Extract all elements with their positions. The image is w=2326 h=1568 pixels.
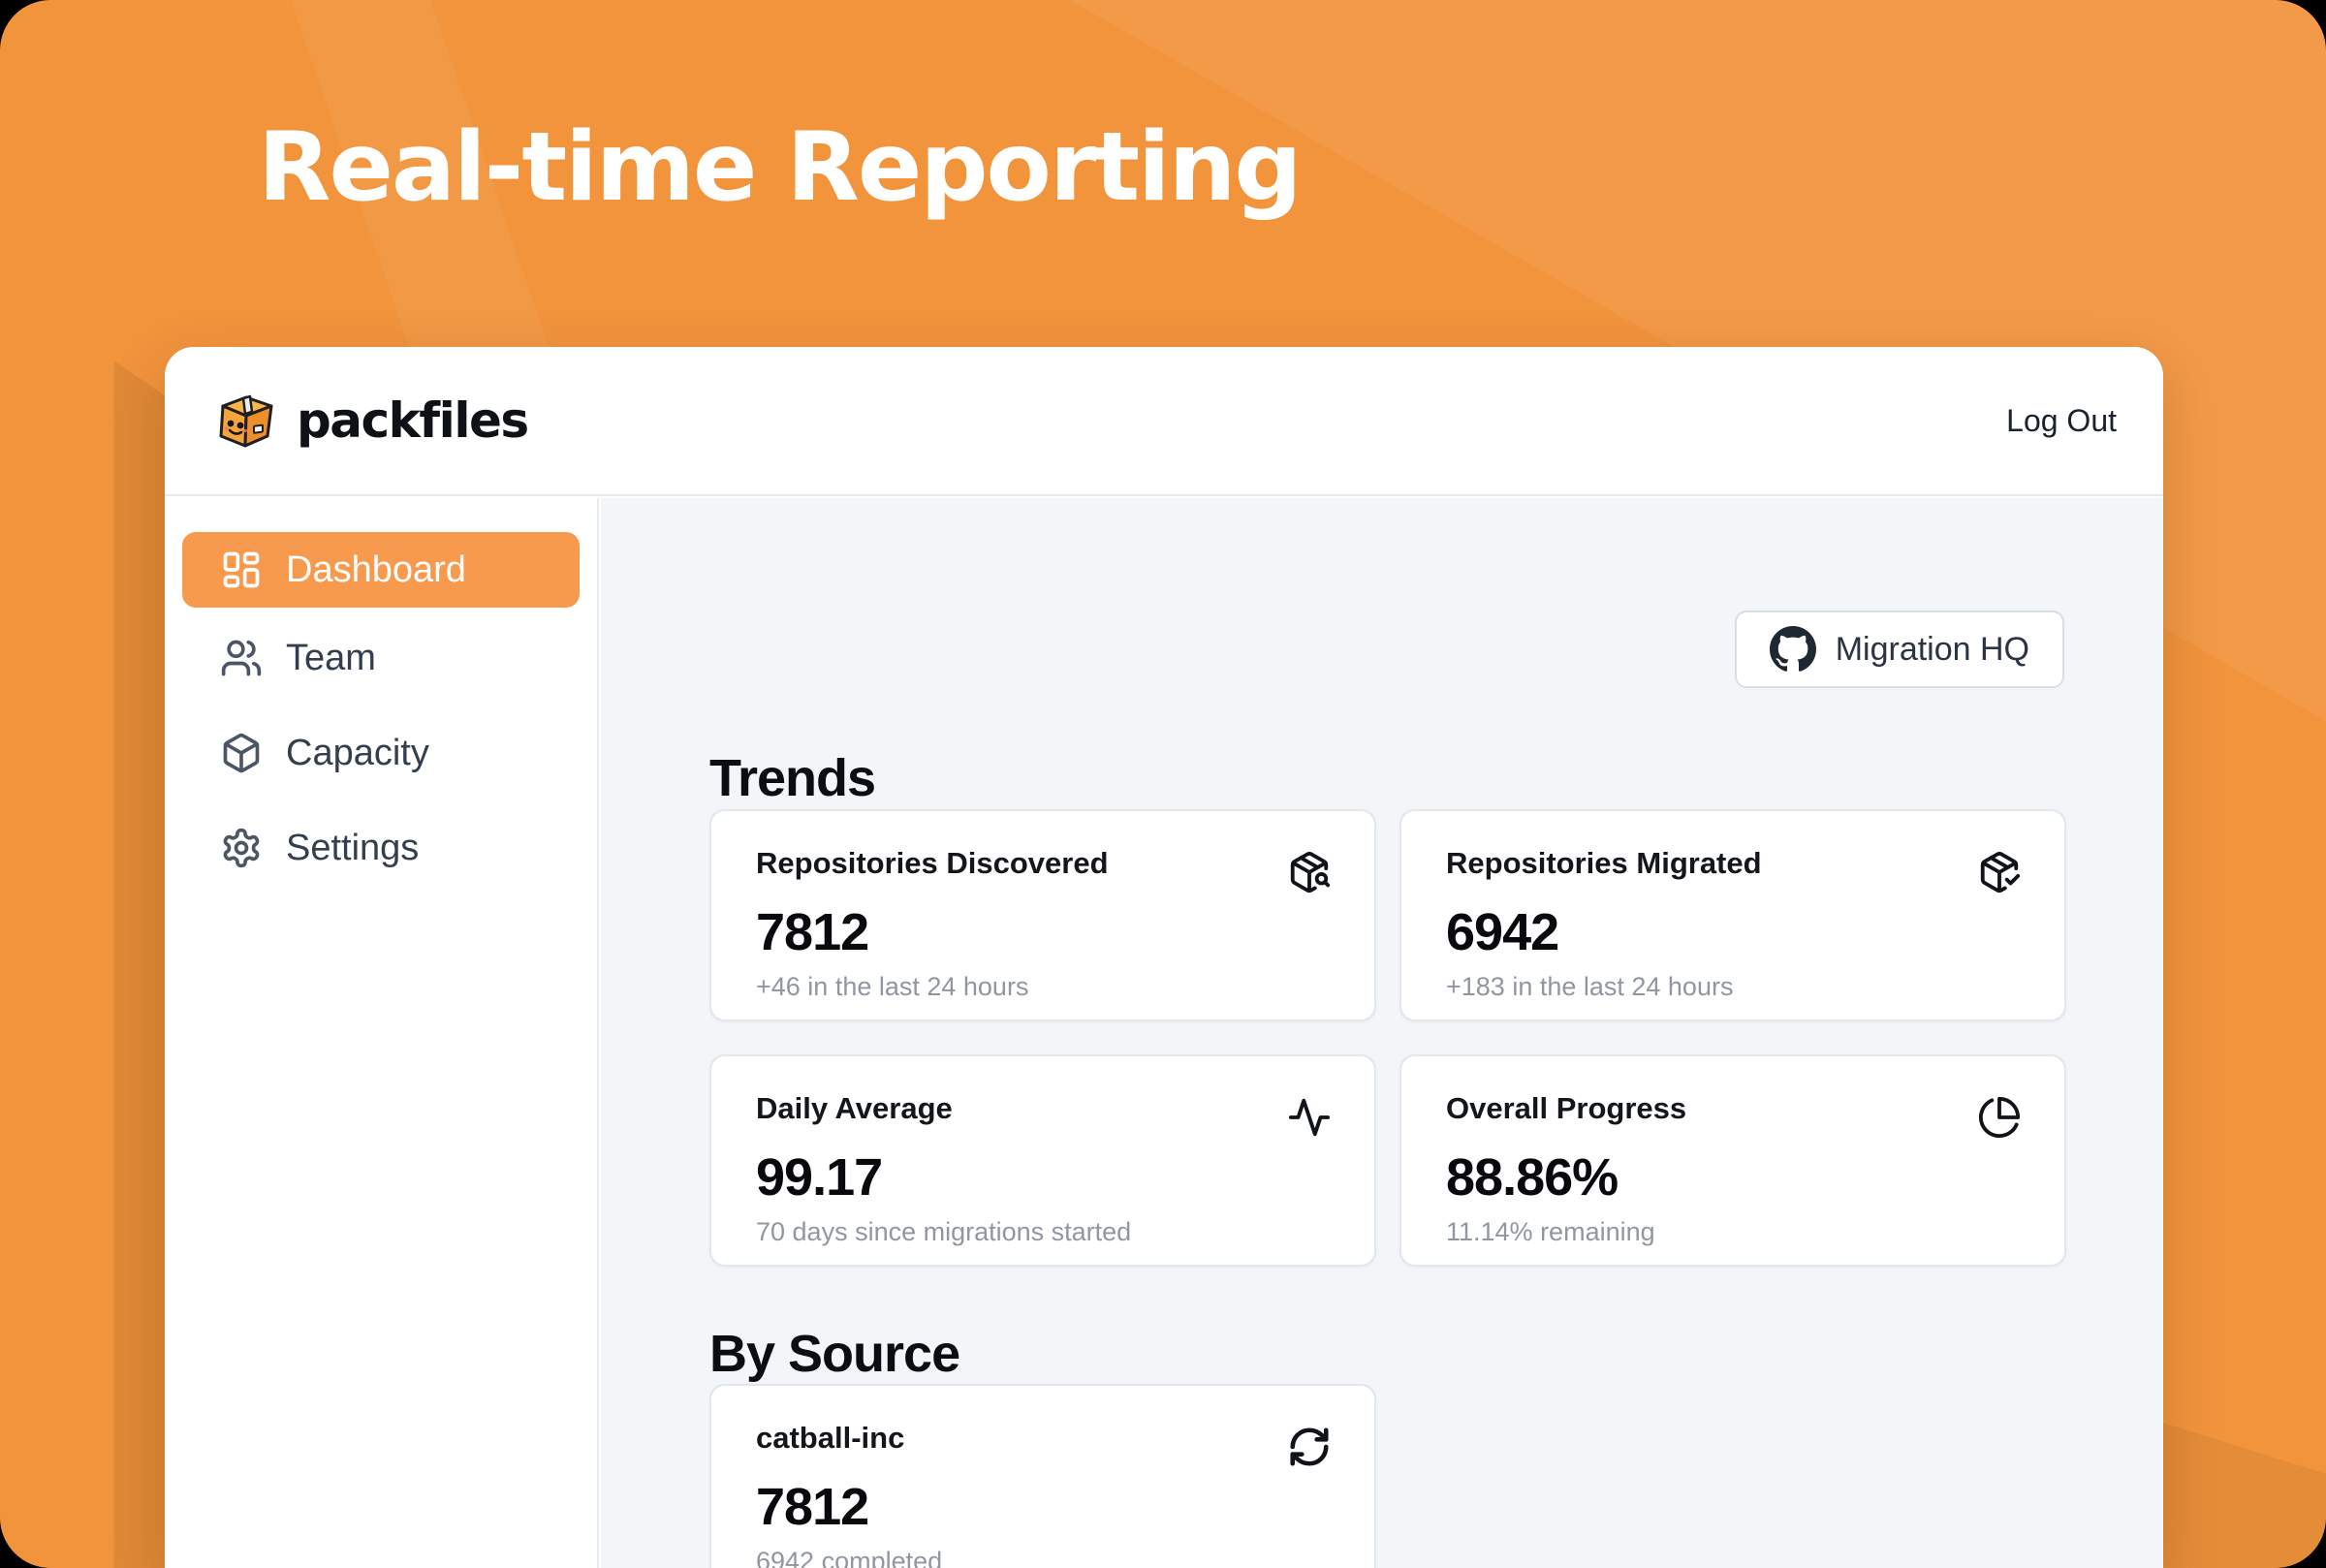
stat-card-subtitle: 70 days since migrations started: [756, 1217, 1330, 1247]
bysource-section-title: By Source: [709, 1324, 959, 1384]
brand-name: packfiles: [297, 392, 528, 449]
activity-icon: [1287, 1095, 1332, 1140]
sidebar-item-label: Capacity: [286, 733, 429, 774]
source-card-title: catball-inc: [756, 1421, 1330, 1456]
stat-card-title: Overall Progress: [1446, 1091, 2020, 1126]
stat-card-repositories-migrated: Repositories Migrated 6942 +183 in the l…: [1399, 809, 2066, 1021]
stat-card-title: Daily Average: [756, 1091, 1330, 1126]
source-card-catball-inc: catball-inc 7812 6942 completed: [709, 1384, 1376, 1568]
page-title: Real-time Reporting: [258, 112, 1301, 223]
stat-card-daily-average: Daily Average 99.17 70 days since migrat…: [709, 1054, 1376, 1267]
sync-icon: [1287, 1425, 1332, 1469]
box-mascot-icon: [211, 386, 281, 455]
pie-chart-icon: [1977, 1095, 2022, 1140]
source-card-subtitle: 6942 completed: [756, 1547, 1330, 1568]
logout-button[interactable]: Log Out: [2006, 403, 2117, 439]
app-body: Dashboard Team: [165, 498, 2163, 1568]
migration-hq-label: Migration HQ: [1836, 631, 2029, 669]
trends-card-grid: Repositories Discovered 7812 +46 in the …: [709, 809, 2066, 1267]
brand-logo[interactable]: packfiles: [211, 386, 528, 455]
capacity-icon: [220, 732, 263, 774]
team-icon: [220, 637, 263, 679]
stat-card-subtitle: +46 in the last 24 hours: [756, 972, 1330, 1002]
github-icon: [1770, 626, 1816, 673]
app-header: packfiles Log Out: [165, 347, 2163, 496]
package-check-icon: [1977, 850, 2022, 894]
trends-section-title: Trends: [709, 748, 875, 808]
main-content: Migration HQ Trends Repositories Discove…: [601, 498, 2163, 1568]
stat-card-title: Repositories Migrated: [1446, 846, 2020, 881]
sidebar-item-label: Team: [286, 638, 376, 679]
stat-card-value: 88.86%: [1446, 1147, 2020, 1207]
sidebar-item-team[interactable]: Team: [182, 627, 580, 689]
sidebar-item-settings[interactable]: Settings: [182, 817, 580, 879]
stat-card-subtitle: +183 in the last 24 hours: [1446, 972, 2020, 1002]
package-search-icon: [1287, 850, 1332, 894]
sidebar-item-label: Dashboard: [286, 549, 466, 591]
migration-hq-button[interactable]: Migration HQ: [1735, 611, 2064, 688]
sidebar-item-label: Settings: [286, 828, 419, 869]
sidebar-item-capacity[interactable]: Capacity: [182, 722, 580, 784]
hero-background: Real-time Reporting: [0, 0, 2326, 1568]
stat-card-repositories-discovered: Repositories Discovered 7812 +46 in the …: [709, 809, 1376, 1021]
stat-card-value: 7812: [756, 902, 1330, 962]
app-window: packfiles Log Out Dashboard: [165, 347, 2163, 1568]
stat-card-overall-progress: Overall Progress 88.86% 11.14% remaining: [1399, 1054, 2066, 1267]
stat-card-subtitle: 11.14% remaining: [1446, 1217, 2020, 1247]
source-card-value: 7812: [756, 1477, 1330, 1537]
dashboard-icon: [220, 549, 263, 591]
sidebar-item-dashboard[interactable]: Dashboard: [182, 532, 580, 608]
stat-card-title: Repositories Discovered: [756, 846, 1330, 881]
sidebar: Dashboard Team: [165, 498, 599, 1568]
settings-icon: [220, 827, 263, 869]
stat-card-value: 6942: [1446, 902, 2020, 962]
stat-card-value: 99.17: [756, 1147, 1330, 1207]
